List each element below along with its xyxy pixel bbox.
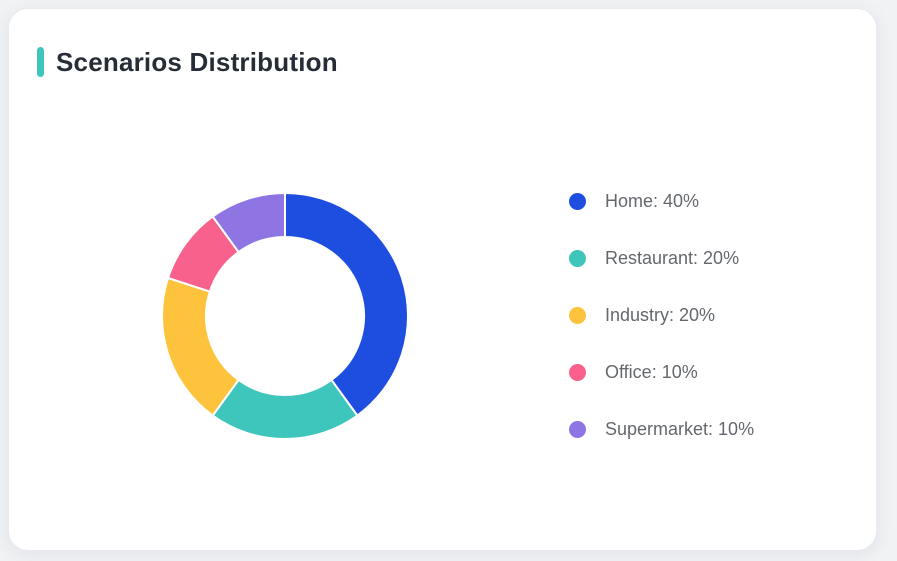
card-header: Scenarios Distribution — [37, 47, 338, 77]
legend-item-industry[interactable]: Industry: 20% — [569, 287, 754, 344]
card-title: Scenarios Distribution — [56, 47, 338, 77]
chart-legend: Home: 40% Restaurant: 20% Industry: 20% Off… — [569, 173, 754, 458]
legend-item-home[interactable]: Home: 40% — [569, 173, 754, 230]
legend-label: Restaurant: 20% — [605, 248, 740, 268]
legend-label: Industry: 20% — [605, 305, 716, 325]
legend-dot — [569, 364, 586, 381]
legend-item-supermarket[interactable]: Supermarket: 10% — [569, 401, 754, 458]
legend-label: Supermarket: 10% — [605, 419, 755, 439]
legend-item-office[interactable]: Office: 10% — [569, 344, 754, 401]
donut-slice-restaurant[interactable] — [211, 378, 359, 440]
legend-dot — [569, 250, 586, 267]
legend-item-restaurant[interactable]: Restaurant: 20% — [569, 230, 754, 287]
legend-dot — [569, 193, 586, 210]
scenarios-distribution-card: Scenarios Distribution Home: 40% Restaura… — [8, 8, 877, 551]
legend-dot — [569, 307, 586, 324]
legend-label: Home: 40% — [605, 191, 700, 211]
donut-slice-home[interactable] — [284, 192, 409, 417]
donut-slice-supermarket[interactable] — [211, 192, 286, 254]
title-accent-bar — [37, 47, 44, 77]
donut-chart[interactable] — [160, 191, 410, 441]
donut-slice-industry[interactable] — [161, 276, 240, 417]
legend-dot — [569, 421, 586, 438]
legend-label: Office: 10% — [605, 362, 698, 382]
